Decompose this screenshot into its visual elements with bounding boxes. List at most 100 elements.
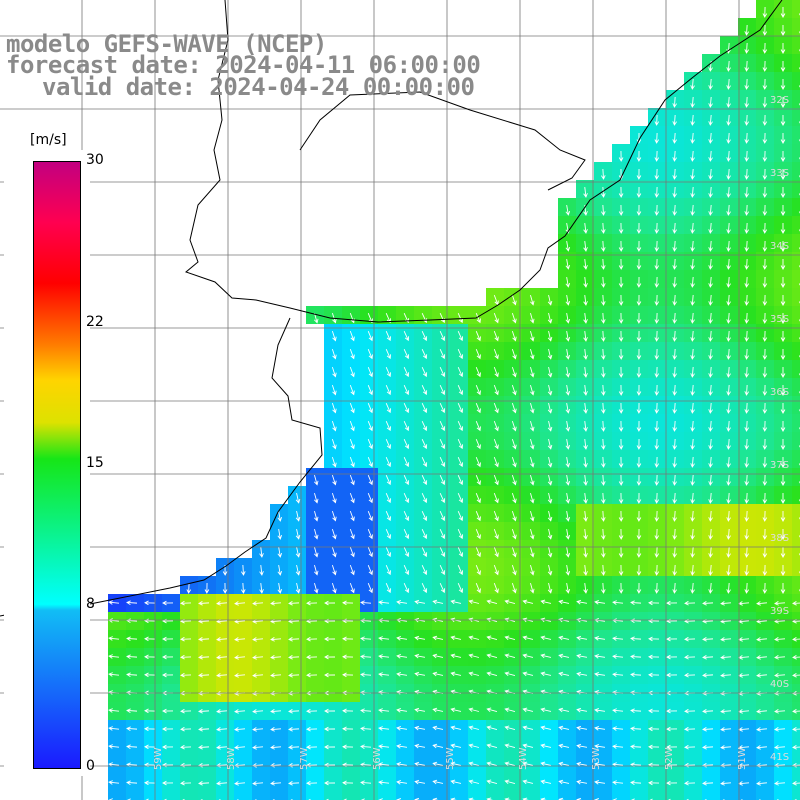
wind-arrow (457, 384, 464, 396)
wind-arrow (486, 761, 498, 767)
wind-arrow (540, 761, 552, 767)
wind-cell (792, 342, 800, 360)
wind-arrow (360, 798, 365, 800)
wind-cell (738, 792, 756, 800)
wind-arrow (612, 744, 624, 749)
wind-arrow (708, 204, 713, 216)
wind-arrow (522, 797, 529, 800)
wind-arrow (594, 654, 606, 659)
wind-arrow (331, 366, 337, 378)
wind-arrow (439, 330, 446, 342)
wind-arrow (216, 673, 228, 678)
wind-arrow (672, 510, 677, 522)
wind-arrow (654, 402, 660, 414)
wind-arrow (792, 654, 800, 660)
wind-arrow (726, 492, 731, 504)
wind-arrow (654, 438, 660, 450)
wind-arrow (367, 312, 373, 324)
colorbar-tick-label: 8 (86, 596, 95, 613)
wind-arrow (583, 438, 588, 450)
wind-arrow (457, 348, 464, 360)
wind-arrow (378, 654, 390, 659)
latitude-labels: 32S 33S 34S 35S 36S 37S 38S 39S 40S 41S (770, 95, 789, 763)
wind-arrow (547, 546, 553, 558)
wind-arrow (198, 600, 210, 606)
wind-arrow (744, 474, 750, 486)
wind-arrow (601, 492, 606, 504)
wind-arrow (744, 258, 750, 270)
wind-arrow (450, 635, 462, 641)
wind-arrow (493, 312, 499, 324)
wind-arrow (530, 420, 535, 432)
wind-arrow (744, 60, 750, 72)
wind-arrow (475, 330, 481, 342)
wind-arrow (565, 564, 571, 576)
wind-cell (630, 792, 648, 800)
wind-arrow (672, 222, 677, 234)
wind-arrow (540, 725, 552, 731)
wind-arrow (421, 348, 428, 360)
wind-arrow (144, 672, 156, 678)
wind-arrow (780, 150, 786, 162)
wind-arrow (385, 312, 392, 324)
wind-arrow (708, 240, 713, 252)
wind-arrow (144, 654, 156, 660)
wind-arrow (324, 636, 336, 642)
wind-cell (792, 792, 800, 800)
wind-arrow (618, 150, 624, 162)
wind-arrow (486, 707, 498, 713)
wind-arrow (439, 492, 446, 504)
wind-arrow (349, 510, 355, 522)
wind-arrow (234, 637, 246, 642)
wind-arrow (457, 564, 464, 576)
wind-arrow (726, 114, 731, 126)
wind-arrow (144, 726, 156, 732)
wind-arrow (672, 150, 677, 162)
wind-arrow (349, 366, 355, 378)
wind-arrow (558, 761, 570, 767)
wind-arrow (547, 582, 553, 594)
wind-arrow (367, 456, 373, 468)
wind-arrow (690, 168, 695, 180)
wind-arrow (522, 635, 534, 641)
wind-arrow (744, 492, 750, 504)
wind-arrow (331, 510, 337, 522)
wind-arrow (457, 546, 464, 558)
wind-arrow (493, 402, 499, 414)
wind-arrow (288, 726, 300, 732)
wind-arrow (108, 726, 120, 731)
wind-arrow (504, 653, 516, 659)
wind-arrow (648, 780, 660, 786)
wind-arrow (666, 708, 678, 714)
wind-arrow (252, 637, 264, 642)
wind-arrow (475, 528, 481, 540)
wind-arrow (780, 222, 786, 234)
wind-arrow (565, 528, 571, 540)
wind-arrow (583, 546, 588, 558)
wind-arrow (601, 294, 606, 306)
wind-arrow (511, 330, 517, 342)
wind-arrow (672, 330, 677, 342)
wind-arrow (270, 601, 282, 606)
wind-arrow (530, 438, 535, 450)
wind-arrow (331, 474, 337, 486)
wind-arrow (216, 655, 228, 660)
wind-arrow (666, 636, 678, 642)
wind-arrow (618, 528, 624, 540)
wind-arrow (708, 582, 713, 594)
wind-arrow (618, 456, 624, 468)
wind-arrow (762, 240, 768, 252)
wind-arrow (385, 474, 392, 486)
wind-arrow (349, 474, 355, 486)
wind-arrow (690, 294, 695, 306)
wind-arrow (690, 366, 695, 378)
wind-arrow (762, 150, 768, 162)
wind-arrow (324, 654, 336, 660)
wind-arrow (204, 582, 210, 594)
wind-arrow (690, 186, 695, 198)
wind-arrow (654, 240, 660, 252)
wind-cell (234, 792, 252, 800)
wind-cell (792, 432, 800, 450)
wind-arrow (432, 725, 444, 731)
wind-arrow (493, 294, 499, 306)
